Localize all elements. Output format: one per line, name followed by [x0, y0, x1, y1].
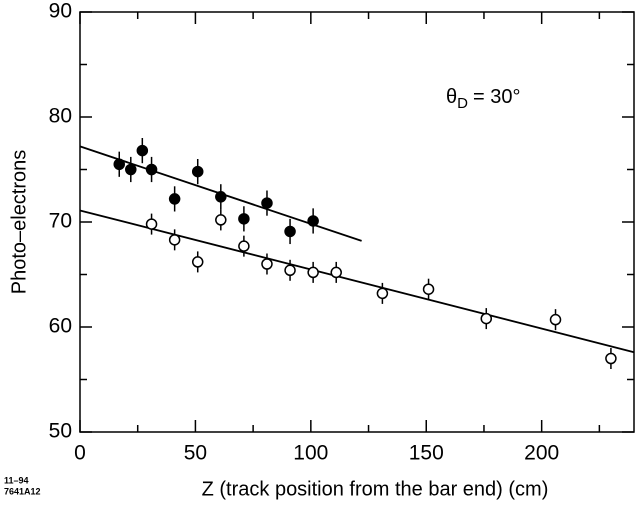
x-tick-label: 200 — [524, 442, 559, 465]
data-point — [215, 191, 227, 203]
data-point — [113, 158, 125, 170]
data-point — [605, 352, 617, 365]
data-point — [376, 287, 389, 300]
data-point — [145, 218, 158, 230]
data-point — [145, 163, 158, 176]
y-tick-label: 70 — [49, 210, 72, 233]
y-tick-label: 90 — [49, 0, 72, 23]
annotation: θD = 30° — [446, 86, 520, 112]
data-point — [125, 163, 137, 176]
footnote: 11–94 — [4, 475, 29, 485]
data-point — [215, 214, 227, 226]
fit-line — [79, 209, 635, 354]
data-point — [549, 313, 562, 326]
x-tick-label: 0 — [74, 442, 86, 465]
data-point — [307, 266, 319, 279]
x-axis-label: Z (track position from the bar end) (cm) — [202, 478, 549, 500]
data-point — [330, 266, 342, 279]
footnote: 7641A12 — [4, 486, 41, 496]
y-tick-label: 60 — [49, 315, 72, 338]
data-point — [261, 197, 273, 209]
y-tick-label: 50 — [49, 420, 72, 443]
data-point — [191, 256, 204, 268]
y-tick-label: 80 — [49, 105, 72, 128]
data-point — [168, 193, 181, 205]
data-point — [238, 240, 250, 252]
plot-frame — [79, 11, 635, 433]
x-tick-label: 50 — [184, 442, 207, 465]
data-point — [422, 283, 435, 295]
x-tick-label: 150 — [409, 442, 444, 465]
data-point — [238, 213, 250, 225]
data-point — [480, 312, 493, 325]
annotation-text: = 30° — [473, 86, 520, 108]
data-point — [136, 144, 149, 157]
x-tick-label: 100 — [293, 442, 328, 465]
data-point — [261, 258, 273, 270]
data-point — [307, 215, 319, 227]
annotation-symbol: θ — [446, 86, 457, 108]
data-point — [284, 264, 296, 277]
y-axis-label: Photo–electrons — [8, 150, 30, 295]
data-point — [191, 165, 204, 178]
annotation-subscript: D — [457, 95, 468, 112]
data-point — [168, 234, 181, 246]
data-point — [284, 225, 296, 238]
